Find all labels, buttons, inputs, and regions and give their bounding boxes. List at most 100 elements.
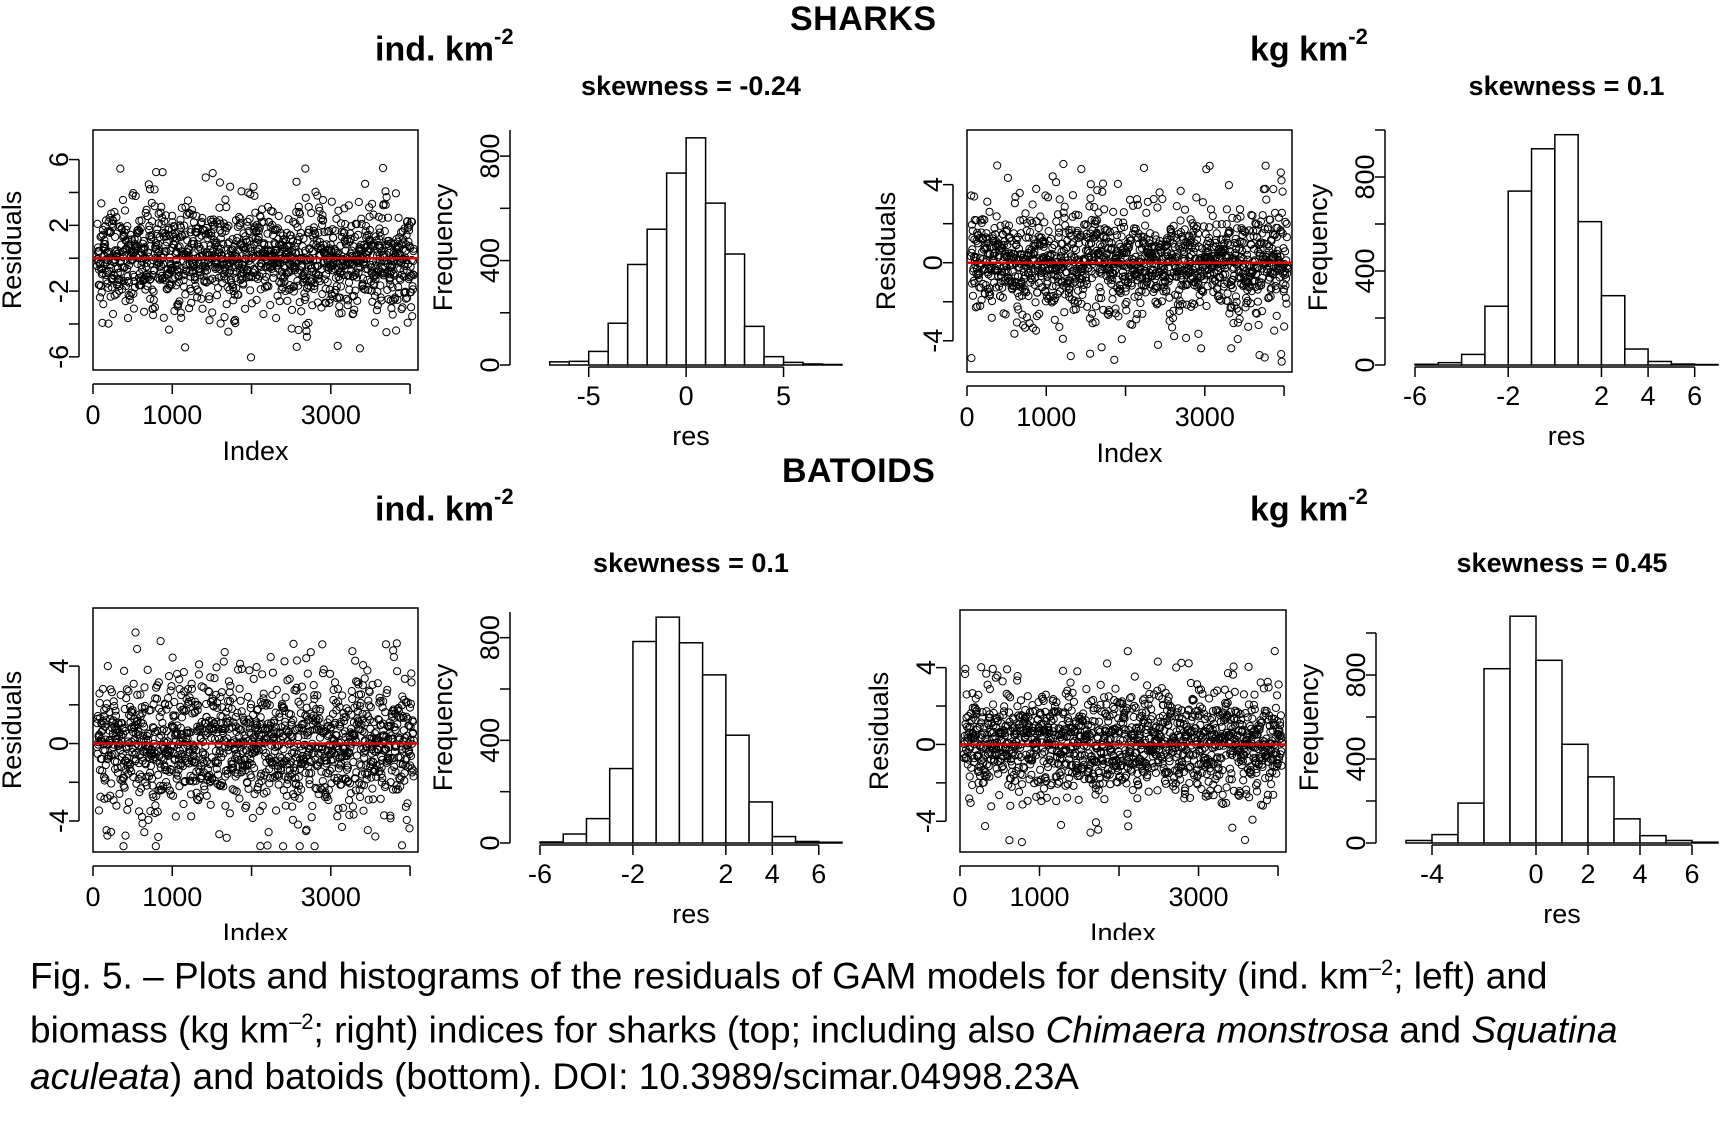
data-point xyxy=(1282,299,1291,308)
data-point xyxy=(156,786,165,795)
data-point xyxy=(1098,179,1108,188)
data-point xyxy=(1028,219,1037,228)
data-point xyxy=(158,168,167,177)
data-point xyxy=(1097,294,1106,303)
data-point xyxy=(239,280,248,289)
data-point xyxy=(1086,828,1095,837)
data-point xyxy=(193,285,202,294)
data-point xyxy=(106,751,115,760)
data-point xyxy=(228,235,237,244)
data-point xyxy=(143,665,152,675)
histogram-bar xyxy=(655,616,681,844)
data-point xyxy=(111,256,120,265)
skewness-label: skewness = 0.1 xyxy=(1469,71,1665,101)
data-point xyxy=(325,298,334,308)
data-point xyxy=(961,664,970,674)
data-point xyxy=(1004,691,1013,700)
histogram-bar xyxy=(1460,353,1486,366)
data-point xyxy=(100,236,109,245)
data-point xyxy=(1013,672,1022,681)
data-point xyxy=(1159,283,1168,292)
data-point xyxy=(272,313,281,323)
data-point xyxy=(394,283,403,292)
data-point xyxy=(975,268,984,278)
histogram-bar xyxy=(1484,305,1509,366)
histogram-bar xyxy=(1437,361,1463,366)
data-point xyxy=(1033,288,1042,297)
data-point xyxy=(1072,245,1081,255)
data-point xyxy=(1000,702,1009,711)
data-point xyxy=(968,226,977,235)
data-point xyxy=(294,820,303,829)
data-point xyxy=(371,275,380,284)
data-point xyxy=(194,670,203,679)
data-point xyxy=(303,669,312,678)
data-point xyxy=(200,759,209,768)
data-point xyxy=(1017,838,1027,847)
y-tick-label: 400 xyxy=(475,238,505,283)
data-point xyxy=(176,723,185,732)
data-point xyxy=(175,242,184,251)
data-point xyxy=(357,219,366,229)
data-point xyxy=(286,231,295,240)
data-point xyxy=(118,195,128,205)
data-point xyxy=(1190,300,1199,309)
data-point xyxy=(1043,193,1053,202)
data-point xyxy=(220,313,229,322)
data-point xyxy=(205,295,214,304)
data-point xyxy=(174,278,183,287)
data-point xyxy=(1074,233,1083,243)
data-point xyxy=(354,230,363,239)
data-point xyxy=(260,239,269,248)
y-tick-label: 0 xyxy=(44,736,74,751)
data-point xyxy=(95,698,104,708)
data-point xyxy=(1081,220,1090,229)
data-point xyxy=(987,802,996,811)
data-point xyxy=(1132,315,1141,324)
data-point xyxy=(148,781,157,790)
data-point xyxy=(259,689,268,698)
data-point xyxy=(1279,285,1289,294)
data-point xyxy=(1032,312,1042,321)
data-point xyxy=(1255,351,1264,360)
data-point xyxy=(139,236,148,246)
data-point xyxy=(129,772,138,782)
data-point xyxy=(246,190,255,199)
data-point xyxy=(1189,227,1198,236)
data-point xyxy=(276,228,285,237)
y-tick-label: -2 xyxy=(44,279,74,303)
data-point xyxy=(123,222,132,231)
data-point xyxy=(376,281,385,290)
data-point xyxy=(1010,199,1020,208)
y-tick-label: 400 xyxy=(1350,248,1380,293)
data-point xyxy=(977,295,986,305)
data-point xyxy=(1066,678,1075,687)
data-point xyxy=(301,320,311,329)
data-point xyxy=(349,810,358,819)
data-point xyxy=(310,281,319,291)
data-point xyxy=(161,211,170,220)
data-point xyxy=(333,812,342,821)
data-point xyxy=(985,291,994,301)
scatter-points xyxy=(92,163,418,362)
x-axis-label: Index xyxy=(222,918,289,940)
data-point xyxy=(315,203,324,212)
data-point xyxy=(208,274,217,283)
data-point xyxy=(124,798,133,807)
data-point xyxy=(985,284,994,293)
section-title-batoids: BATOIDS xyxy=(782,452,936,490)
data-point xyxy=(371,291,380,300)
data-point xyxy=(122,685,132,694)
data-point xyxy=(1105,227,1114,236)
data-point xyxy=(192,211,201,221)
data-point xyxy=(198,737,208,747)
histogram-bar xyxy=(562,833,588,844)
data-point xyxy=(209,225,218,234)
data-point xyxy=(1223,296,1232,306)
data-point xyxy=(162,727,171,736)
data-point xyxy=(1061,781,1070,790)
histogram-bars xyxy=(539,616,843,844)
x-axis-label: res xyxy=(672,421,710,451)
data-point xyxy=(153,807,162,816)
